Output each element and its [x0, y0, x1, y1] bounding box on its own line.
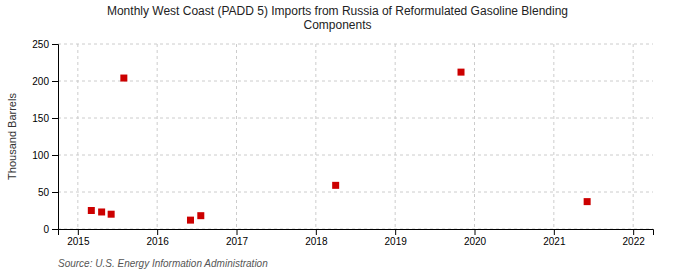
x-grid-line	[474, 44, 475, 229]
x-grid-line	[395, 44, 396, 229]
x-grid-line	[157, 44, 158, 229]
x-tick: 2016	[147, 229, 170, 247]
point	[332, 182, 339, 189]
y-axis: 0 50 100 150 200 250	[32, 39, 58, 235]
y-grid-line	[58, 44, 653, 45]
point	[120, 75, 127, 82]
y-tick-mark	[52, 118, 58, 119]
point	[108, 211, 115, 218]
x-grid-line	[553, 44, 554, 229]
x-tick-label: 2019	[385, 236, 408, 247]
chart: Monthly West Coast (PADD 5) Imports from…	[0, 0, 675, 275]
y-tick-mark	[52, 192, 58, 193]
y-tick: 100	[32, 150, 58, 161]
y-tick: 50	[38, 187, 58, 198]
point	[584, 198, 591, 205]
x-grid-line	[315, 44, 316, 229]
x-grid-line	[236, 44, 237, 229]
x-grid-line	[633, 44, 634, 229]
y-tick-mark	[52, 81, 58, 82]
x-tick: 2019	[385, 229, 408, 247]
x-tick: 2022	[623, 229, 646, 247]
y-tick-label: 200	[32, 76, 49, 87]
y-grid-line	[58, 81, 653, 82]
x-tick-label: 2022	[623, 236, 646, 247]
y-axis-line	[52, 45, 59, 230]
x-tick-label: 2020	[464, 236, 487, 247]
x-tick: 2018	[305, 229, 328, 247]
x-tick-mark	[157, 229, 158, 235]
x-tick-mark	[633, 229, 634, 235]
x-tick-label: 2018	[305, 236, 328, 247]
y-tick: 0	[43, 224, 58, 235]
y-grid-line	[58, 118, 653, 119]
point	[98, 208, 105, 215]
y-tick: 150	[32, 113, 58, 124]
x-tick-mark	[237, 229, 238, 235]
y-tick-mark	[52, 229, 58, 230]
y-tick-mark	[52, 155, 58, 156]
point	[187, 217, 194, 224]
title: Monthly West Coast (PADD 5) Imports from…	[107, 4, 568, 32]
x-tick-label: 2016	[147, 236, 170, 247]
x-tick-label: 2015	[67, 236, 90, 247]
x-grid-line	[77, 44, 78, 229]
plot: 2015 2016 2017 2018 2019 2020 2021 2022 0 50 100 15…	[32, 39, 653, 247]
x-tick: 2021	[543, 229, 566, 247]
points	[88, 69, 591, 224]
y-tick: 250	[32, 39, 58, 50]
point	[88, 207, 95, 214]
x-axis-line	[59, 230, 654, 236]
x-tick-label: 2021	[543, 236, 566, 247]
y-tick-label: 150	[32, 113, 49, 124]
x-tick-label: 2017	[226, 236, 249, 247]
point	[197, 212, 204, 219]
x-tick-mark	[475, 229, 476, 235]
x-axis: 2015 2016 2017 2018 2019 2020 2021 2022	[59, 229, 654, 247]
grid	[58, 44, 653, 229]
x-tick: 2017	[226, 229, 249, 247]
y-tick-label: 250	[32, 39, 49, 50]
x-tick: 2015	[67, 229, 90, 247]
y-tick-mark	[52, 44, 58, 45]
x-tick-mark	[395, 229, 396, 235]
y-tick: 200	[32, 76, 58, 87]
y-axis-title: Thousand Barrels	[6, 93, 18, 180]
y-tick-label: 100	[32, 150, 49, 161]
x-tick-mark	[78, 229, 79, 235]
y-grid-line	[58, 155, 653, 156]
x-tick-mark	[316, 229, 317, 235]
source: Source: U.S. Energy Information Administ…	[58, 258, 268, 269]
x-tick: 2020	[464, 229, 487, 247]
x-tick-mark	[554, 229, 555, 235]
y-tick-label: 0	[43, 224, 49, 235]
point	[458, 69, 465, 76]
y-grid-line	[58, 192, 653, 193]
y-tick-label: 50	[38, 187, 50, 198]
